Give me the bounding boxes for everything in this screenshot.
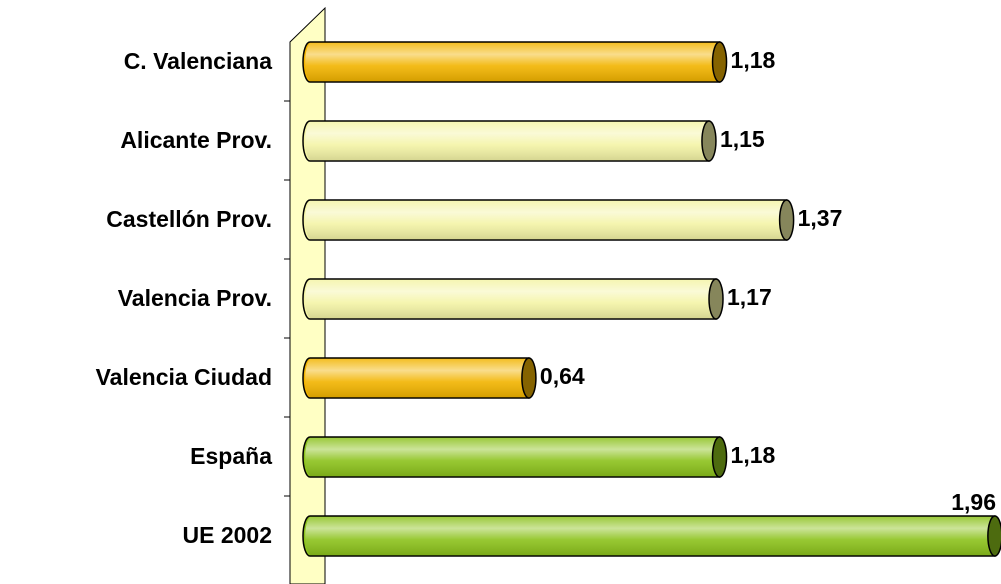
bar-shine [305, 122, 709, 160]
bar-cap [708, 278, 724, 320]
category-label: C. Valenciana [124, 48, 273, 74]
value-label: 0,64 [540, 363, 585, 389]
category-ticks [284, 100, 290, 497]
bar-cap [701, 120, 717, 162]
category-label: Valencia Ciudad [96, 364, 272, 390]
bar-shine [305, 359, 529, 397]
bar-cap [711, 41, 728, 83]
bar-cap [521, 357, 537, 399]
value-label: 1,37 [798, 205, 843, 231]
bar-cap [778, 199, 795, 241]
category-label: UE 2002 [182, 522, 272, 548]
value-label: 1,17 [727, 284, 772, 310]
bar-shine [305, 438, 720, 476]
bar-cap [711, 436, 728, 478]
category-label: Valencia Prov. [118, 285, 272, 311]
bar-shine [305, 517, 995, 555]
bar-shine [305, 201, 787, 239]
bar-cap [987, 515, 1001, 557]
value-label: 1,15 [720, 126, 765, 152]
value-label: 1,18 [731, 47, 776, 73]
bar-shine [305, 280, 717, 318]
value-label: 1,18 [731, 442, 776, 468]
bar-shine [305, 43, 720, 81]
category-label: Castellón Prov. [106, 206, 272, 232]
category-label: Alicante Prov. [120, 127, 272, 153]
category-label: España [190, 443, 272, 469]
value-label: 1,96 [951, 489, 996, 515]
